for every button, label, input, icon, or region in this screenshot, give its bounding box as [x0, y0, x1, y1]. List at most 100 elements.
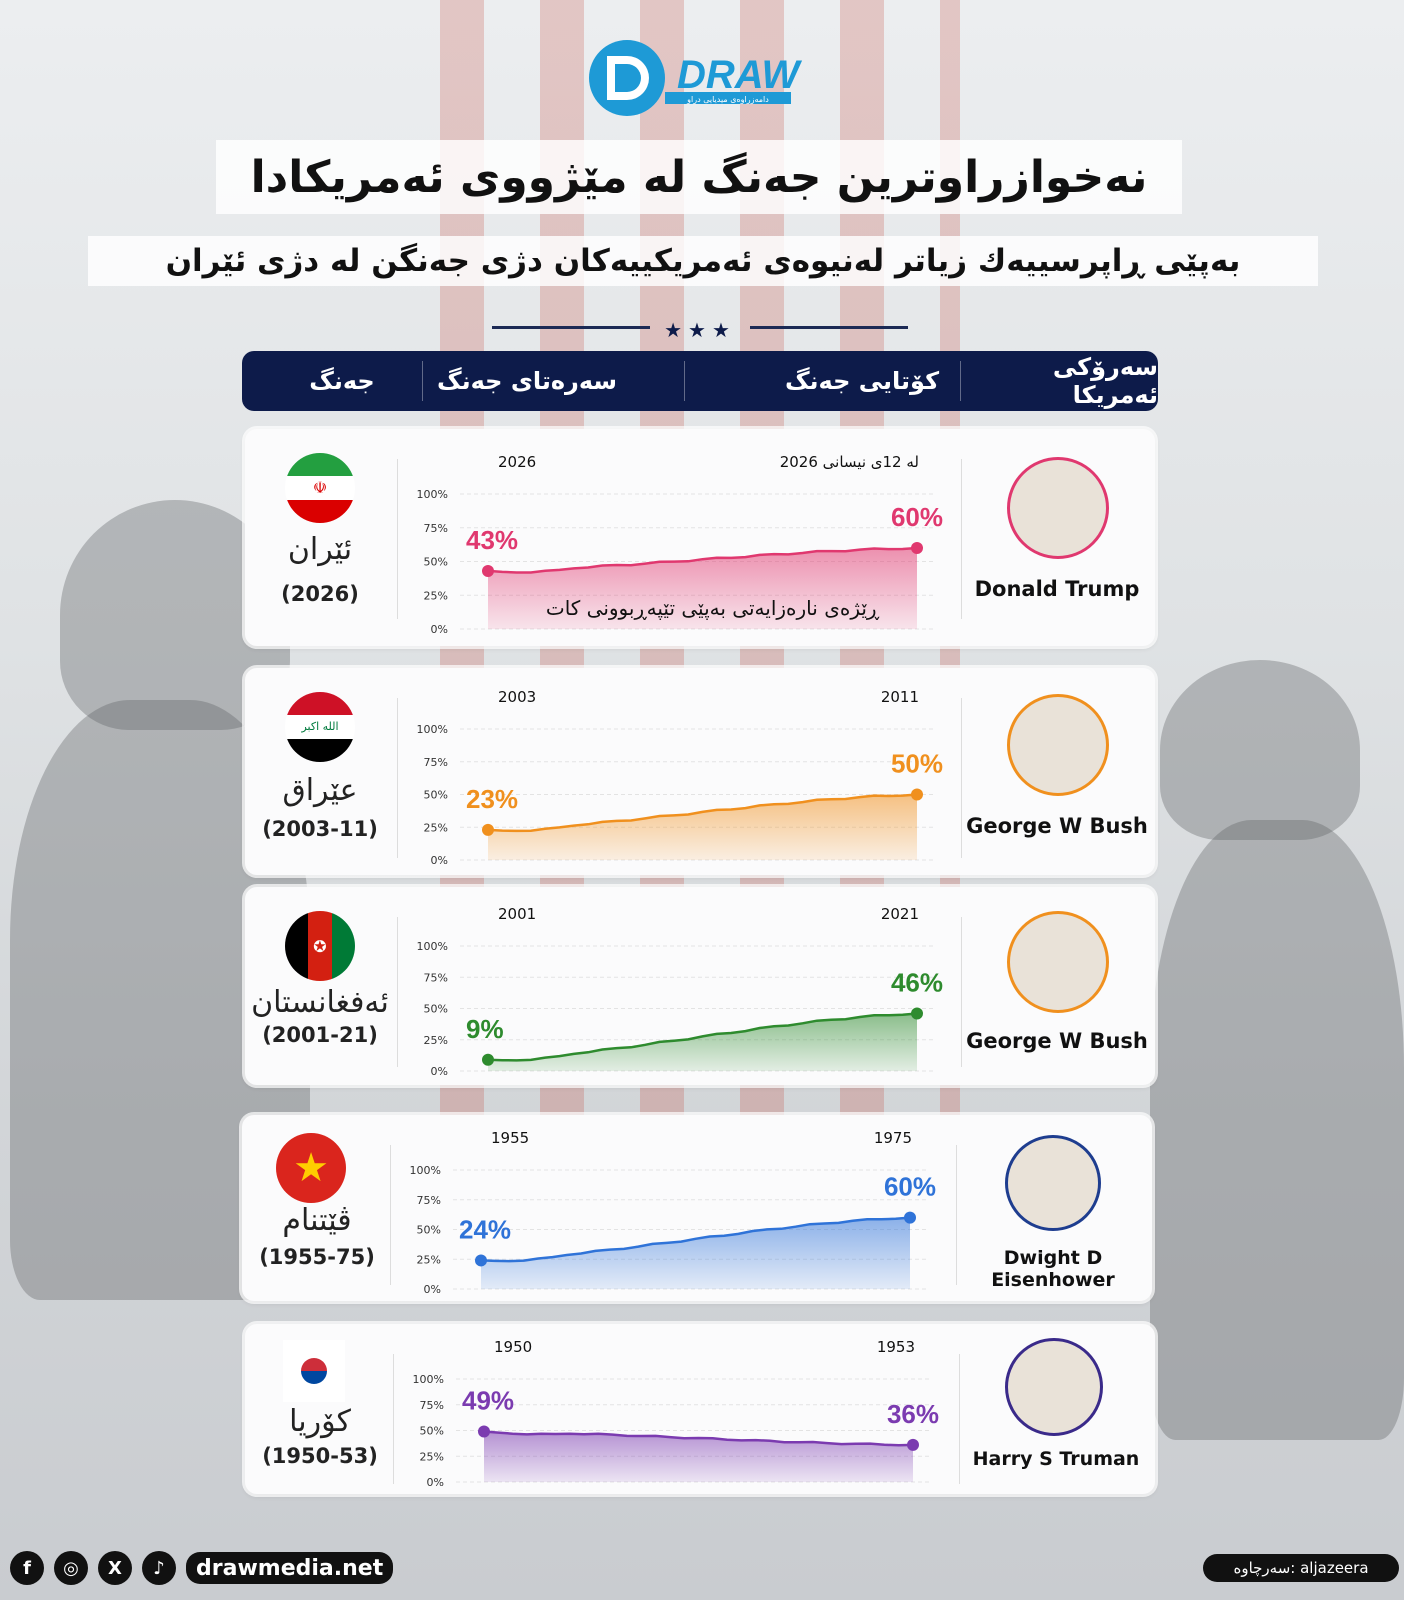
country-name: کۆریا — [289, 1404, 351, 1439]
president-name: Harry S Truman — [972, 1448, 1140, 1470]
start-point — [475, 1254, 487, 1267]
x-label-start: 2026 — [498, 453, 536, 471]
president-avatar — [1007, 457, 1109, 559]
country-name: ڤێتنام — [282, 1203, 352, 1238]
start-point — [482, 1053, 494, 1066]
column-separator — [397, 459, 398, 619]
start-value-label: 23% — [466, 784, 518, 814]
start-value-label: 24% — [459, 1214, 511, 1244]
war-row-korea: کۆریا (1950-53) 100% 75% 50% 25% 0% 1950 1953 4… — [245, 1324, 1155, 1494]
end-value-label: 46% — [891, 968, 943, 998]
facebook-icon[interactable]: f — [10, 1551, 44, 1585]
start-value-label: 43% — [466, 525, 518, 555]
column-separator — [961, 698, 962, 858]
table-header: جەنگ سەرەتای جەنگ کۆتایی جەنگ سەرۆکی ئەم… — [242, 351, 1158, 411]
column-separator — [397, 698, 398, 858]
y-tick-label: 75% — [424, 522, 448, 535]
header-president: سەرۆکی ئەمریکا — [1052, 353, 1158, 409]
end-point — [911, 542, 923, 554]
logo-text: DRAW — [677, 53, 802, 97]
header-separator — [422, 361, 423, 401]
column-separator — [961, 459, 962, 619]
start-value-label: 49% — [462, 1386, 514, 1416]
x-label-end: 2021 — [881, 905, 919, 923]
series-line — [487, 546, 918, 574]
chart-korea: 100% 75% 50% 25% 0% 1950 1953 49% 36% — [413, 1338, 939, 1489]
war-row-vietnam: ★ ڤێتنام (1955-75) 100% 75% 50% 25% 0% 1955 19… — [242, 1115, 1152, 1301]
header-end: کۆتایی جەنگ — [784, 367, 940, 395]
y-tick-label: 0% — [431, 623, 448, 636]
end-point — [904, 1211, 916, 1224]
x-label-start: 2003 — [498, 688, 536, 706]
x-label-end: 1953 — [877, 1338, 915, 1356]
divider-left — [492, 326, 650, 329]
draw-logo: DRAW دامەزراوەی میدیایی دراو — [589, 40, 802, 116]
title-box: نەخوازراوترین جەنگ لە مێژووی ئەمریکادا — [216, 140, 1182, 214]
vietnam-flag-icon: ★ — [276, 1133, 346, 1203]
x-label-end: 2011 — [881, 688, 919, 706]
y-tick-label: 50% — [424, 1003, 448, 1016]
column-separator — [393, 1354, 394, 1484]
y-tick-label: 100% — [417, 940, 448, 953]
website-link[interactable]: drawmedia.net — [186, 1552, 394, 1584]
y-tick-label: 75% — [417, 1194, 441, 1207]
instagram-icon[interactable]: ◎ — [54, 1551, 88, 1585]
y-tick-label: 75% — [424, 756, 448, 769]
y-tick-label: 25% — [420, 1450, 444, 1463]
column-separator — [959, 1354, 960, 1484]
war-row-iran: ☫ ئێران (2026) 100% 75% 50% 25% 0% 2026 لە 12ی… — [245, 429, 1155, 646]
country-years: (2001-21) — [262, 1023, 378, 1047]
header-war: جەنگ — [309, 367, 375, 395]
series-area — [481, 1217, 910, 1289]
y-tick-label: 50% — [424, 556, 448, 569]
iraq-flag-icon: الله اكبر — [285, 692, 355, 762]
header-separator — [960, 361, 961, 401]
country-years: (1955-75) — [259, 1245, 375, 1269]
chart-note: ڕێژەی نارەزایەتی بەپێی تێپەڕبوونی کات — [546, 596, 880, 621]
x-label-start: 1950 — [494, 1338, 532, 1356]
start-point — [478, 1425, 490, 1438]
header-start: سەرەتای جەنگ — [437, 367, 617, 395]
column-separator — [397, 917, 398, 1067]
end-point — [911, 788, 923, 801]
x-twitter-icon[interactable]: X — [98, 1551, 132, 1585]
end-value-label: 60% — [884, 1172, 936, 1202]
country-years: (2003-11) — [262, 817, 378, 841]
y-tick-label: 25% — [424, 589, 448, 602]
x-label-start: 1955 — [491, 1129, 529, 1147]
column-separator — [961, 917, 962, 1067]
series-line — [487, 793, 918, 833]
page-title: نەخوازراوترین جەنگ لە مێژووی ئەمریکادا — [250, 151, 1148, 203]
series-line — [487, 1012, 918, 1062]
x-label-end: لە 12ی نیسانی 2026 — [780, 453, 919, 471]
end-point — [911, 1007, 923, 1020]
chart-iran: 100% 75% 50% 25% 0% 2026 لە 12ی نیسانی 2026 43%… — [417, 453, 943, 636]
series-line — [480, 1216, 911, 1263]
y-tick-label: 25% — [417, 1253, 441, 1266]
y-tick-label: 25% — [424, 1034, 448, 1047]
start-point — [482, 823, 494, 836]
y-tick-label: 75% — [420, 1399, 444, 1412]
country-years: (2026) — [281, 582, 359, 606]
y-tick-label: 50% — [420, 1425, 444, 1438]
y-tick-label: 50% — [417, 1224, 441, 1237]
president-name: Dwight D Eisenhower — [991, 1247, 1115, 1291]
war-row-iraq: الله اكبر عێراق (2003-11) 100% 75% 50% 25% 0… — [245, 668, 1155, 875]
country-years: (1950-53) — [262, 1444, 378, 1468]
x-label-end: 1975 — [874, 1129, 912, 1147]
y-tick-label: 25% — [424, 821, 448, 834]
header-separator — [684, 361, 685, 401]
tiktok-icon[interactable]: ♪ — [142, 1551, 176, 1585]
president-name: Donald Trump — [974, 577, 1140, 601]
x-label-start: 2001 — [498, 905, 536, 923]
end-value-label: 60% — [891, 502, 943, 532]
y-tick-label: 100% — [417, 723, 448, 736]
logo-tagline: دامەزراوەی میدیایی دراو — [686, 95, 769, 104]
end-value-label: 50% — [891, 749, 943, 779]
y-tick-label: 0% — [424, 1283, 441, 1296]
chart-iraq: 100% 75% 50% 25% 0% 2003 2011 23% 50% — [417, 688, 943, 867]
war-row-afghanistan: ✪ ئەفغانستان (2001-21) 100% 75% 50% 25% 0% 20… — [245, 887, 1155, 1085]
president-avatar — [1007, 694, 1109, 796]
subtitle-box: بەپێی ڕاپرسییەك زیاتر لەنیوەی ئەمریکییەک… — [88, 236, 1318, 286]
iran-flag-icon: ☫ — [285, 453, 355, 523]
